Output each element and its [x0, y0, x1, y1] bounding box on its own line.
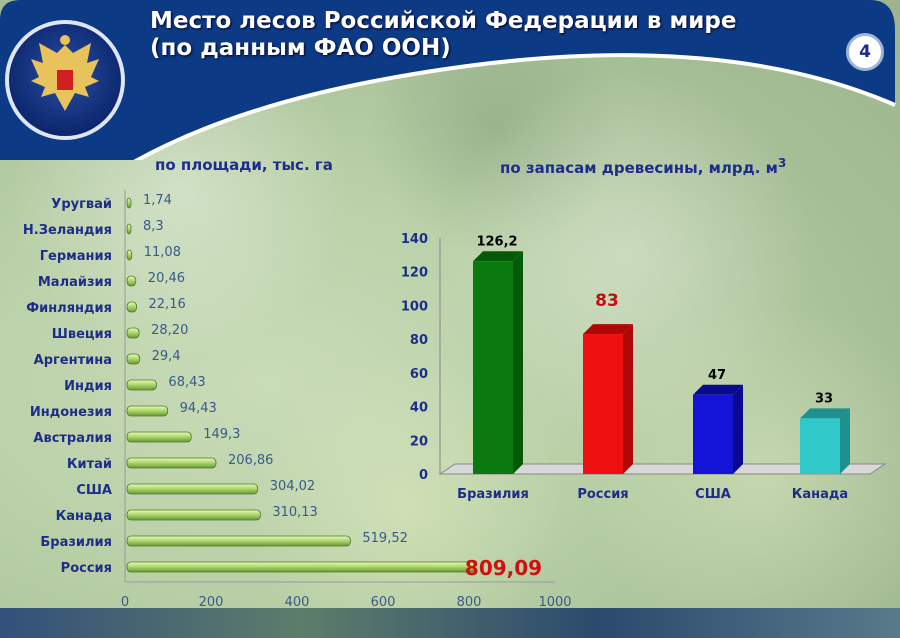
y-tick-label: 140 [401, 232, 428, 247]
bar [126, 431, 192, 443]
category-label: Н.Зеландия [23, 223, 112, 238]
y-tick-label: 120 [401, 266, 428, 281]
bar [693, 394, 733, 474]
category-label: Аргентина [34, 353, 112, 368]
data-label: 149,3 [203, 427, 240, 442]
data-label: 1,74 [143, 193, 172, 208]
left-chart-title: по площади, тыс. га [155, 156, 333, 174]
header-banner [0, 0, 896, 160]
bar-top [583, 324, 633, 335]
data-label: 11,08 [144, 245, 181, 260]
data-label: 310,13 [272, 505, 318, 520]
bar [473, 261, 513, 474]
bar-side [623, 324, 633, 474]
data-label: 33 [815, 391, 833, 406]
bar [126, 405, 169, 417]
data-label: 206,86 [228, 453, 274, 468]
data-label: 304,02 [270, 479, 316, 494]
y-tick-label: 40 [410, 401, 428, 416]
category-label: США [695, 487, 731, 502]
category-label: Канада [792, 487, 848, 502]
category-label: Германия [40, 249, 112, 264]
y-tick-label: 0 [419, 468, 428, 483]
category-label: США [76, 483, 112, 498]
category-label: Швеция [52, 327, 112, 342]
category-label: Китай [67, 457, 112, 472]
x-tick-label: 600 [371, 595, 396, 610]
bar-top [800, 408, 850, 419]
bar [126, 223, 132, 235]
bar [126, 457, 217, 469]
data-label: 29,4 [152, 349, 181, 364]
bar [126, 249, 133, 261]
x-tick-label: 400 [285, 595, 310, 610]
y-tick-label: 60 [410, 367, 428, 382]
bar [126, 327, 140, 339]
data-label: 22,16 [149, 297, 186, 312]
data-label: 809,09 [465, 556, 542, 580]
category-label: Индия [64, 379, 112, 394]
y-tick-label: 20 [410, 434, 428, 449]
category-label: Россия [61, 561, 112, 576]
data-label: 8,3 [143, 219, 164, 234]
x-tick-label: 0 [121, 595, 129, 610]
bar [126, 509, 261, 521]
double-headed-eagle-icon [31, 35, 99, 111]
bar [126, 353, 141, 365]
bar [126, 379, 157, 391]
y-tick-label: 80 [410, 333, 428, 348]
category-label: Россия [577, 487, 628, 502]
data-label: 68,43 [168, 375, 205, 390]
bar [583, 334, 623, 474]
bar [800, 418, 840, 474]
bar-side [840, 408, 850, 474]
right-chart-title: по запасам древесины, млрд. м3 [500, 156, 787, 177]
bar [126, 535, 351, 547]
data-label: 47 [708, 368, 726, 383]
bar [126, 275, 137, 287]
data-label: 28,20 [151, 323, 188, 338]
x-tick-label: 1000 [538, 595, 571, 610]
bar [126, 197, 132, 209]
category-label: Индонезия [30, 405, 112, 420]
category-label: Австралия [33, 431, 112, 446]
bar [126, 561, 476, 573]
data-label: 126,2 [476, 234, 517, 249]
category-label: Бразилия [457, 487, 529, 502]
category-label: Малайзия [38, 275, 112, 290]
bottom-strip [0, 608, 900, 638]
bar-top [473, 251, 523, 262]
page-number-badge: 4 [846, 33, 884, 71]
category-label: Уругвай [51, 197, 112, 212]
x-tick-label: 200 [199, 595, 224, 610]
x-tick-label: 800 [457, 595, 482, 610]
category-label: Бразилия [40, 535, 112, 550]
bar-top [693, 384, 743, 395]
page-title: Место лесов Российской Федерации в мире(… [150, 8, 737, 61]
category-label: Канада [56, 509, 112, 524]
bar [126, 301, 137, 313]
data-label: 94,43 [180, 401, 217, 416]
bar-side [733, 384, 743, 474]
bar [126, 483, 259, 495]
y-tick-label: 100 [401, 299, 428, 314]
bar-side [513, 251, 523, 474]
data-label: 20,46 [148, 271, 185, 286]
data-label: 83 [595, 291, 619, 311]
data-label: 519,52 [362, 531, 408, 546]
category-label: Финляндия [26, 301, 112, 316]
